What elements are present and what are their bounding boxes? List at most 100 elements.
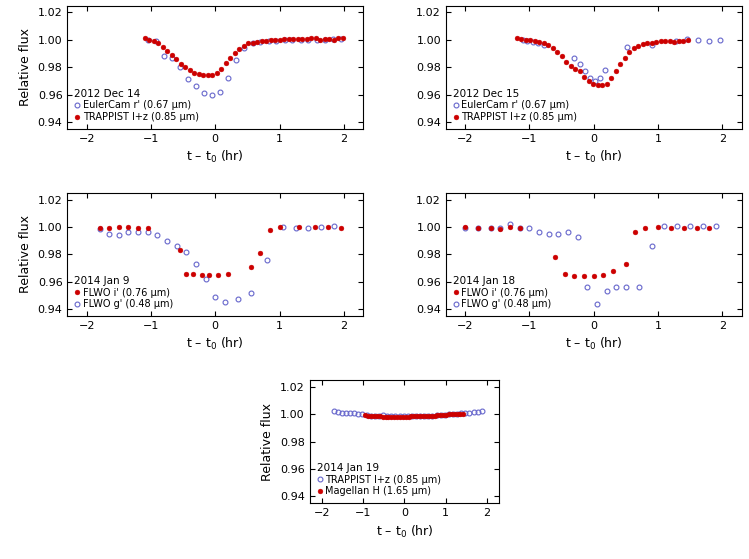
TRAPPIST I+z (0.85 μm) bbox=[661, 38, 670, 45]
X-axis label: t – t$_0$ (hr): t – t$_0$ (hr) bbox=[565, 149, 622, 165]
FLWO i' (0.76 μm) bbox=[124, 224, 133, 230]
TRAPPIST I+z (0.85 μm) bbox=[589, 80, 598, 87]
FLWO i' (0.76 μm) bbox=[310, 224, 319, 231]
Y-axis label: Relative flux: Relative flux bbox=[19, 28, 32, 106]
FLWO g' (0.48 μm) bbox=[634, 284, 643, 291]
TRAPPIST I+z (0.85 μm) bbox=[243, 40, 252, 46]
EulerCam r' (0.67 μm) bbox=[167, 54, 176, 61]
TRAPPIST I+z (0.85 μm) bbox=[428, 412, 437, 419]
FLWO g' (0.48 μm) bbox=[330, 222, 339, 229]
TRAPPIST I+z (0.85 μm) bbox=[469, 409, 478, 415]
EulerCam r' (0.67 μm) bbox=[539, 42, 548, 49]
FLWO g' (0.48 μm) bbox=[699, 222, 708, 229]
Line: TRAPPIST I+z (0.85 μm): TRAPPIST I+z (0.85 μm) bbox=[514, 36, 690, 87]
TRAPPIST I+z (0.85 μm) bbox=[203, 72, 212, 79]
EulerCam r' (0.67 μm) bbox=[312, 36, 321, 43]
Magellan H (1.65 μm) bbox=[419, 413, 428, 420]
FLWO g' (0.48 μm) bbox=[246, 290, 255, 296]
TRAPPIST I+z (0.85 μm) bbox=[656, 38, 665, 45]
TRAPPIST I+z (0.85 μm) bbox=[154, 40, 163, 46]
FLWO i' (0.76 μm) bbox=[705, 225, 714, 231]
TRAPPIST I+z (0.85 μm) bbox=[544, 42, 553, 49]
TRAPPIST I+z (0.85 μm) bbox=[221, 60, 230, 67]
Line: TRAPPIST I+z (0.85 μm): TRAPPIST I+z (0.85 μm) bbox=[142, 35, 345, 78]
Magellan H (1.65 μm) bbox=[410, 413, 419, 420]
EulerCam r' (0.67 μm) bbox=[580, 67, 589, 74]
Legend: EulerCam r' (0.67 μm), TRAPPIST I+z (0.85 μm): EulerCam r' (0.67 μm), TRAPPIST I+z (0.8… bbox=[72, 87, 201, 124]
EulerCam r' (0.67 μm) bbox=[704, 38, 713, 45]
FLWO i' (0.76 μm) bbox=[599, 272, 608, 278]
TRAPPIST I+z (0.85 μm) bbox=[329, 408, 338, 415]
TRAPPIST I+z (0.85 μm) bbox=[302, 35, 311, 42]
TRAPPIST I+z (0.85 μm) bbox=[539, 40, 548, 46]
EulerCam r' (0.67 μm) bbox=[328, 36, 337, 42]
TRAPPIST I+z (0.85 μm) bbox=[407, 413, 416, 419]
TRAPPIST I+z (0.85 μm) bbox=[275, 36, 284, 43]
TRAPPIST I+z (0.85 μm) bbox=[342, 409, 351, 416]
Magellan H (1.65 μm) bbox=[430, 412, 439, 419]
Line: TRAPPIST I+z (0.85 μm): TRAPPIST I+z (0.85 μm) bbox=[331, 409, 485, 419]
X-axis label: t – t$_0$ (hr): t – t$_0$ (hr) bbox=[187, 149, 244, 165]
Magellan H (1.65 μm) bbox=[384, 414, 393, 420]
TRAPPIST I+z (0.85 μm) bbox=[607, 75, 616, 82]
TRAPPIST I+z (0.85 μm) bbox=[140, 35, 149, 42]
TRAPPIST I+z (0.85 μm) bbox=[553, 49, 562, 55]
EulerCam r' (0.67 μm) bbox=[264, 38, 273, 45]
X-axis label: t – t$_0$ (hr): t – t$_0$ (hr) bbox=[187, 337, 244, 352]
TRAPPIST I+z (0.85 μm) bbox=[535, 39, 544, 45]
Magellan H (1.65 μm) bbox=[366, 413, 375, 419]
TRAPPIST I+z (0.85 μm) bbox=[288, 36, 297, 42]
EulerCam r' (0.67 μm) bbox=[533, 40, 542, 46]
EulerCam r' (0.67 μm) bbox=[671, 38, 680, 45]
TRAPPIST I+z (0.85 μm) bbox=[198, 72, 207, 79]
EulerCam r' (0.67 μm) bbox=[175, 64, 184, 70]
Magellan H (1.65 μm) bbox=[424, 413, 433, 419]
EulerCam r' (0.67 μm) bbox=[160, 53, 169, 60]
FLWO i' (0.76 μm) bbox=[255, 250, 264, 257]
Magellan H (1.65 μm) bbox=[401, 413, 410, 420]
TRAPPIST I+z (0.85 μm) bbox=[383, 413, 392, 419]
TRAPPIST I+z (0.85 μm) bbox=[598, 82, 607, 88]
EulerCam r' (0.67 μm) bbox=[288, 37, 297, 44]
FLWO g' (0.48 μm) bbox=[554, 230, 562, 237]
EulerCam r' (0.67 μm) bbox=[575, 61, 584, 68]
TRAPPIST I+z (0.85 μm) bbox=[530, 38, 539, 45]
EulerCam r' (0.67 μm) bbox=[523, 38, 532, 45]
Magellan H (1.65 μm) bbox=[444, 411, 453, 418]
FLWO i' (0.76 μm) bbox=[224, 270, 233, 277]
TRAPPIST I+z (0.85 μm) bbox=[473, 409, 482, 415]
EulerCam r' (0.67 μm) bbox=[622, 44, 631, 51]
EulerCam r' (0.67 μm) bbox=[192, 83, 201, 89]
EulerCam r' (0.67 μm) bbox=[528, 39, 537, 45]
TRAPPIST I+z (0.85 μm) bbox=[261, 38, 270, 45]
Legend: TRAPPIST I+z (0.85 μm), Magellan H (1.65 μm): TRAPPIST I+z (0.85 μm), Magellan H (1.65… bbox=[315, 461, 443, 498]
FLWO g' (0.48 μm) bbox=[515, 224, 524, 231]
EulerCam r' (0.67 μm) bbox=[143, 37, 152, 44]
FLWO g' (0.48 μm) bbox=[233, 296, 242, 303]
FLWO i' (0.76 μm) bbox=[294, 224, 303, 230]
TRAPPIST I+z (0.85 μm) bbox=[333, 409, 342, 415]
TRAPPIST I+z (0.85 μm) bbox=[270, 37, 279, 44]
FLWO g' (0.48 μm) bbox=[602, 288, 611, 295]
FLWO g' (0.48 μm) bbox=[660, 223, 669, 230]
Magellan H (1.65 μm) bbox=[450, 411, 459, 418]
TRAPPIST I+z (0.85 μm) bbox=[167, 51, 176, 58]
TRAPPIST I+z (0.85 μm) bbox=[239, 42, 248, 49]
TRAPPIST I+z (0.85 μm) bbox=[354, 411, 363, 418]
TRAPPIST I+z (0.85 μm) bbox=[358, 411, 367, 418]
TRAPPIST I+z (0.85 μm) bbox=[517, 36, 526, 42]
EulerCam r' (0.67 μm) bbox=[224, 75, 233, 82]
TRAPPIST I+z (0.85 μm) bbox=[176, 61, 185, 68]
TRAPPIST I+z (0.85 μm) bbox=[512, 35, 521, 42]
TRAPPIST I+z (0.85 μm) bbox=[366, 412, 375, 419]
Magellan H (1.65 μm) bbox=[398, 414, 407, 420]
Magellan H (1.65 μm) bbox=[433, 412, 442, 419]
Magellan H (1.65 μm) bbox=[422, 413, 431, 419]
TRAPPIST I+z (0.85 μm) bbox=[230, 49, 239, 56]
FLWO i' (0.76 μm) bbox=[622, 260, 631, 267]
EulerCam r' (0.67 μm) bbox=[280, 37, 289, 44]
EulerCam r' (0.67 μm) bbox=[590, 78, 599, 84]
TRAPPIST I+z (0.85 μm) bbox=[399, 413, 408, 420]
Magellan H (1.65 μm) bbox=[427, 412, 436, 419]
Magellan H (1.65 μm) bbox=[453, 411, 462, 418]
